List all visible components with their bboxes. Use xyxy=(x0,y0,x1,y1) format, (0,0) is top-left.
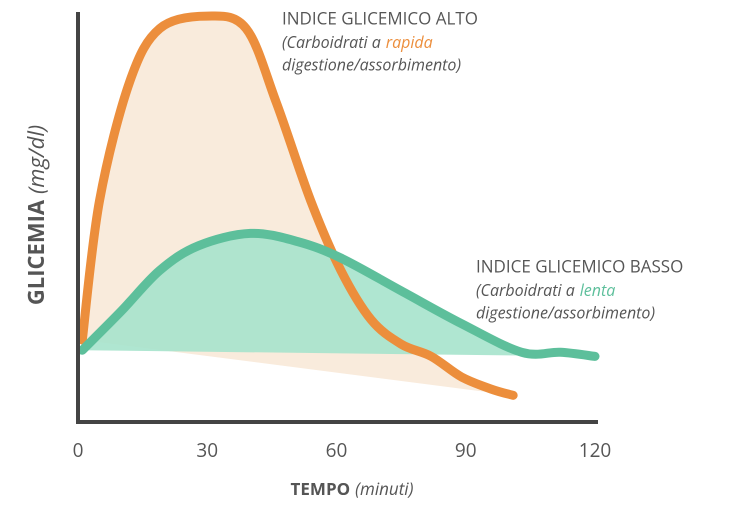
area xyxy=(82,233,595,357)
line xyxy=(77,11,518,400)
note-highlight: lenta xyxy=(580,279,616,301)
y-label-unit: (mg/dl) xyxy=(21,125,51,194)
series-note: (Carboidrati a rapida xyxy=(282,31,433,53)
x-tick-label: 120 xyxy=(579,437,612,463)
x-axis-label: TEMPO (minuti) xyxy=(291,477,414,500)
series-note: digestione/assorbimento) xyxy=(282,53,461,75)
x-tick-label: 30 xyxy=(196,437,218,463)
note-text: (Carboidrati a xyxy=(476,279,575,301)
series-label: INDICE GLICEMICO ALTO xyxy=(282,7,478,30)
x-label-unit: (minuti) xyxy=(355,477,413,500)
x-tick-label: 0 xyxy=(73,437,84,463)
series-note: (Carboidrati a lenta xyxy=(476,279,615,301)
note-highlight: rapida xyxy=(386,31,433,53)
x-tick-label: 60 xyxy=(326,437,348,463)
note-text: (Carboidrati a xyxy=(282,31,381,53)
x-label-text: TEMPO xyxy=(291,477,351,500)
line xyxy=(77,228,600,361)
series-note: digestione/assorbimento) xyxy=(476,301,655,323)
series-label: INDICE GLICEMICO BASSO xyxy=(476,255,683,278)
y-axis-label: GLICEMIA (mg/dl) xyxy=(21,125,51,305)
x-tick-label: 90 xyxy=(455,437,477,463)
y-label-text: GLICEMIA xyxy=(21,199,51,305)
